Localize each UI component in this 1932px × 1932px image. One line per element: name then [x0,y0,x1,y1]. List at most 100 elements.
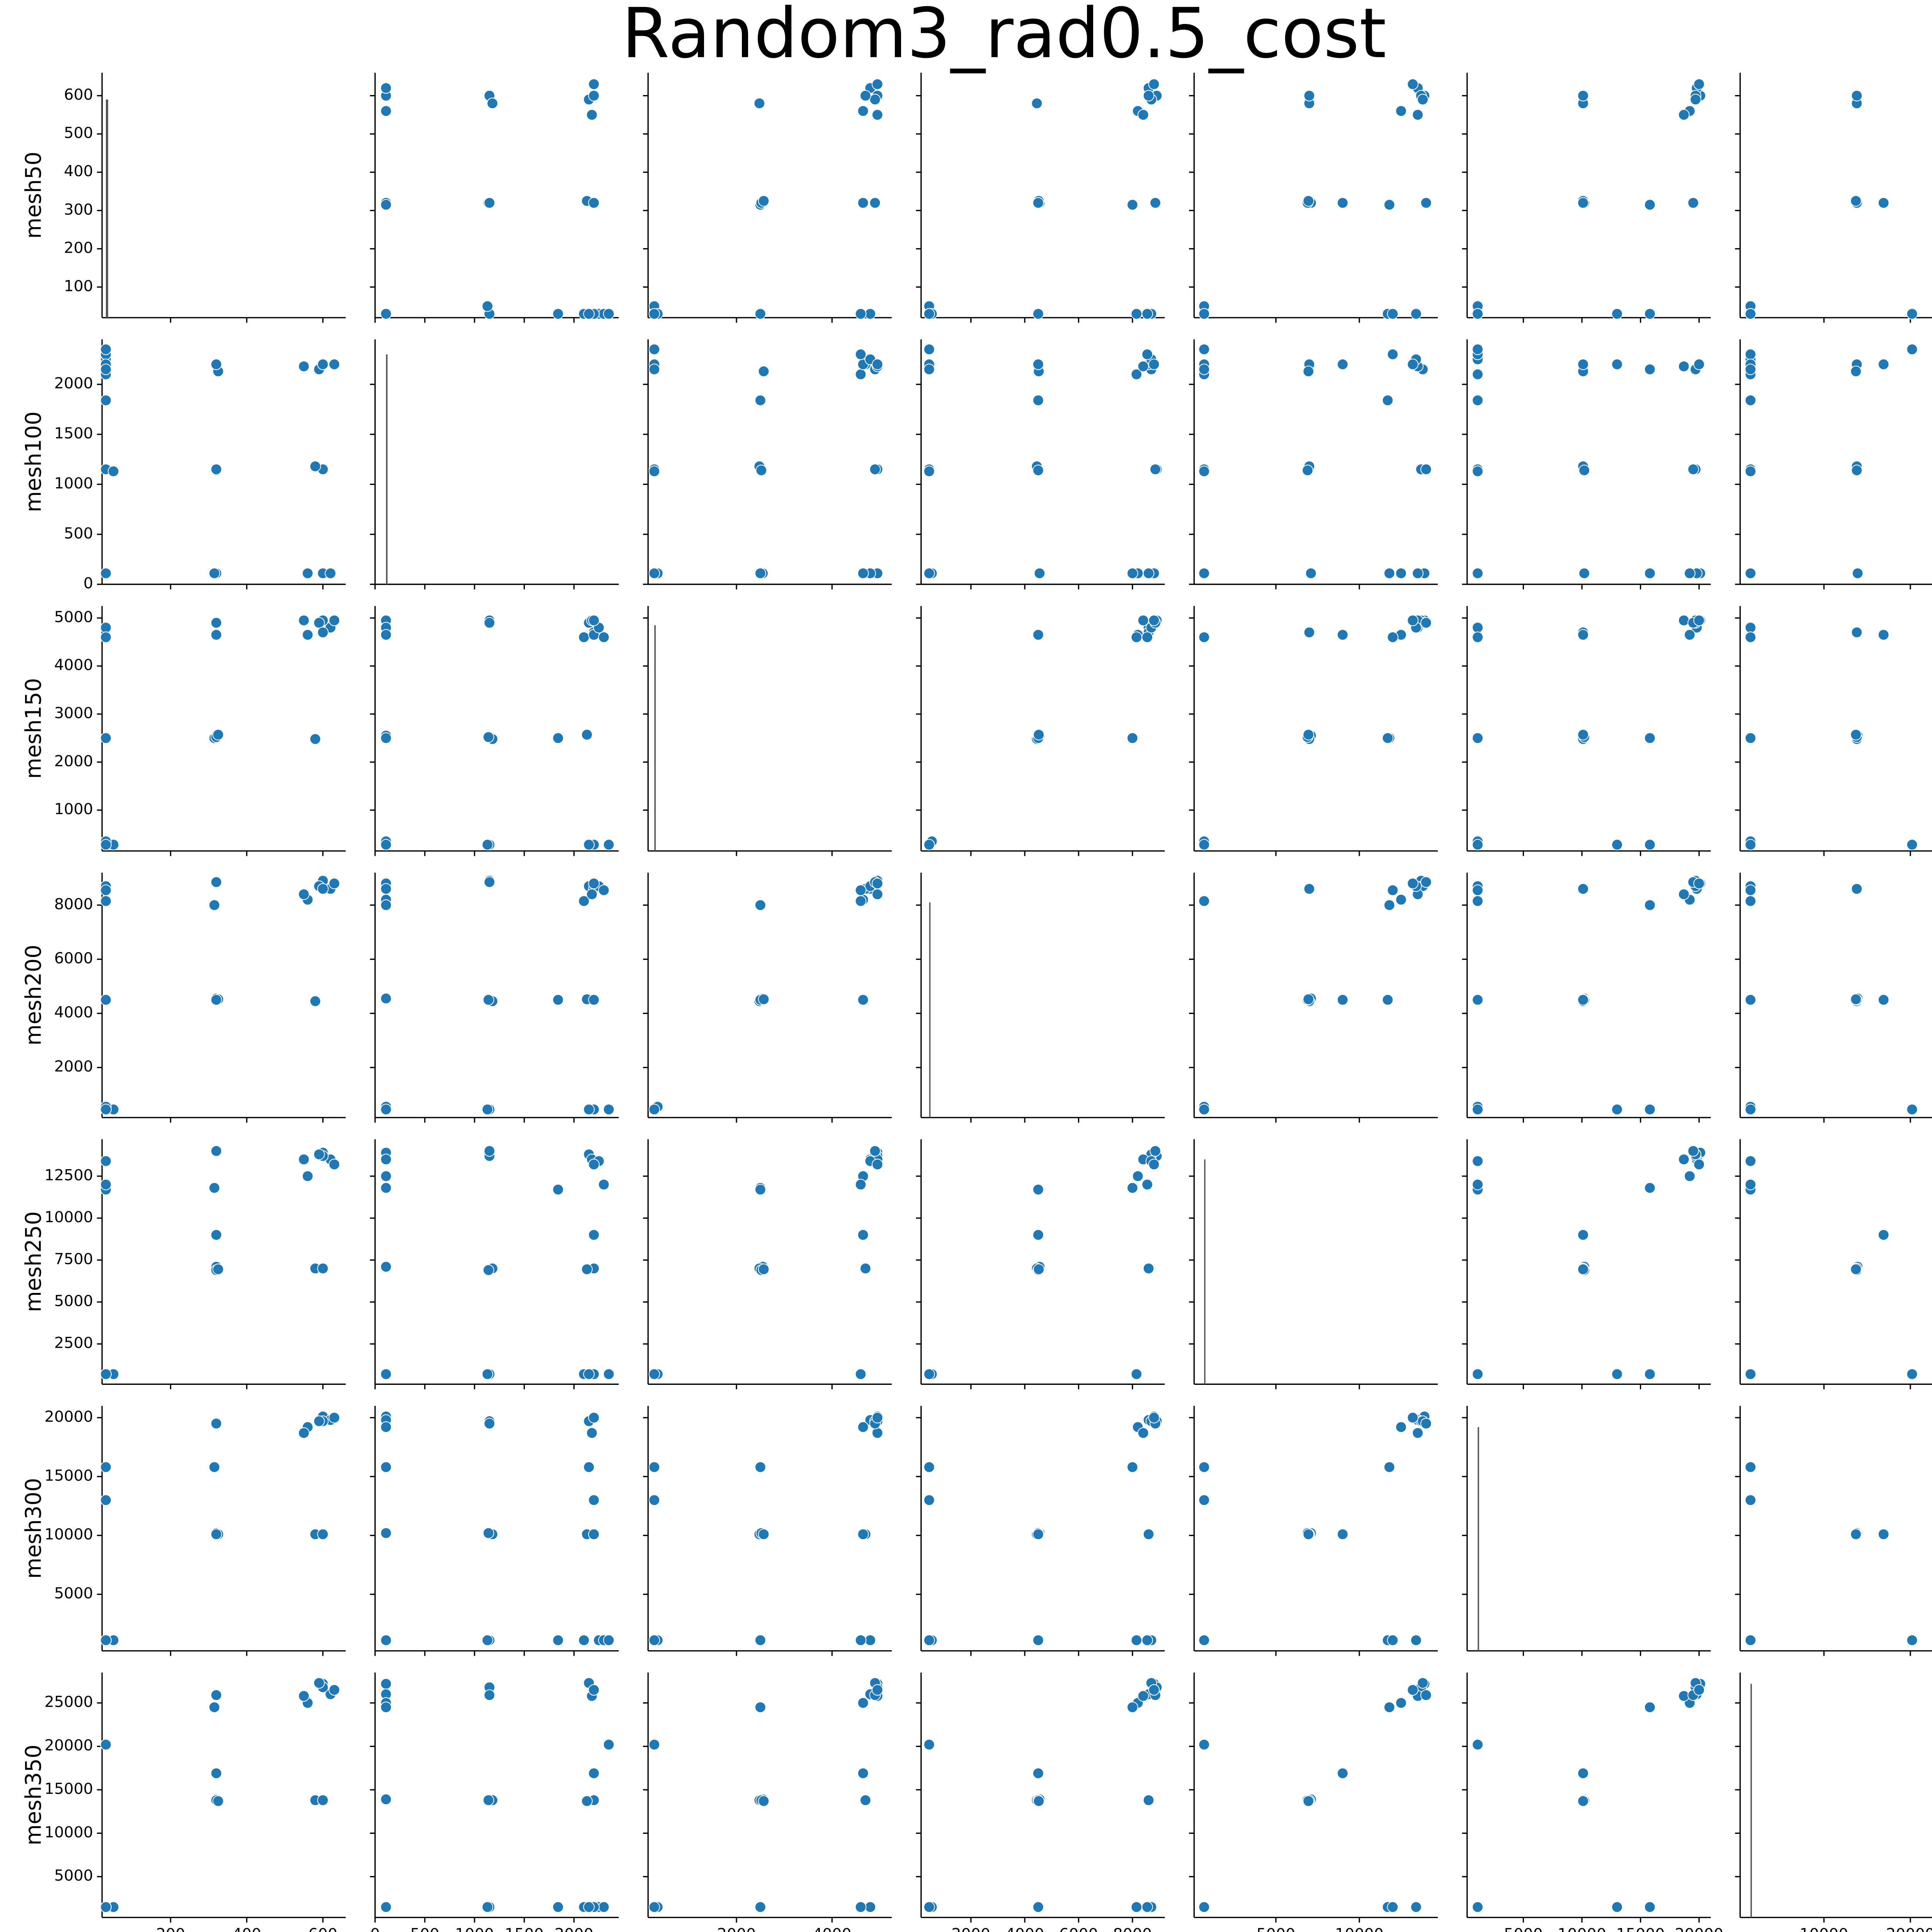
scatter-point [1198,308,1210,320]
scatter-point [1472,1104,1484,1116]
scatter-point [923,839,935,850]
scatter-point [1131,368,1143,380]
scatter-point [864,1901,876,1913]
scatter-point [210,1528,222,1540]
scatter-point [1382,994,1394,1006]
scatter-point [298,614,310,626]
x-tick-label: 10000 [1335,1925,1384,1932]
x-tick-label: 4000 [1005,1925,1044,1932]
scatter-point [1148,1684,1160,1696]
subplot [643,606,892,856]
scatter-point [1303,366,1315,377]
scatter-point [1472,895,1484,907]
scatter-point [1141,1179,1153,1190]
scatter-point [1395,567,1407,579]
subplot [1462,872,1711,1123]
scatter-point [1472,1155,1484,1167]
scatter-point [1850,993,1862,1005]
subplot [916,73,1165,323]
scatter-point [1141,1634,1153,1646]
scatter-point [1472,622,1484,634]
scatter-point [210,1689,222,1701]
subplot [1735,872,1932,1123]
y-axis-label: mesh50 [21,151,46,238]
scatter-point [380,1421,392,1433]
scatter-point [857,1528,869,1540]
scatter-point [1611,308,1623,320]
scatter-point [328,1412,340,1423]
scatter-point [1472,994,1484,1006]
scatter-point [855,1634,867,1646]
scatter-point [598,1179,610,1190]
scatter-point [100,895,112,907]
scatter-point [871,109,883,121]
scatter-point [380,1368,392,1380]
scatter-point [1906,839,1918,850]
y-tick-label: 100 [64,277,93,295]
scatter-point [1472,1739,1484,1750]
x-tick-label: 1000 [455,1925,494,1932]
scatter-point [869,1145,881,1157]
scatter-point [210,359,222,370]
subplot [916,872,1165,1123]
scatter-point [380,82,392,94]
scatter-point [1611,839,1623,850]
scatter-point [1906,1634,1918,1646]
scatter-point [1644,1104,1656,1116]
scatter-point [1198,465,1210,477]
scatter-point [313,1677,325,1689]
scatter-point [1143,90,1155,102]
scatter-point [923,465,935,477]
hist-bar [105,99,108,318]
x-tick-label: 200 [156,1925,185,1932]
scatter-point [871,878,883,889]
scatter-point [855,368,867,380]
y-tick-label: 1000 [54,800,93,818]
scatter-point [483,1418,495,1430]
scatter-point [648,344,660,355]
scatter-point [317,1794,329,1806]
scatter-point [1137,109,1149,121]
scatter-point [1032,1767,1044,1779]
subplot: 1000 2000 3000 4000 5000 mesh150 [21,606,346,856]
x-tick-label: 5000 [1504,1925,1543,1932]
scatter-point [588,1767,600,1779]
scatter-point [1198,1634,1210,1646]
scatter-point [1690,94,1701,105]
x-tick-label: 10000 [1799,1925,1848,1932]
scatter-point [1137,1427,1149,1439]
scatter-point [1745,465,1757,477]
scatter-point [328,1158,340,1170]
scatter-point [1382,732,1394,744]
scatter-point [871,1427,883,1439]
scatter-point [1878,994,1889,1006]
scatter-point [923,364,935,375]
y-tick-label: 1000 [54,474,93,492]
scatter-point [923,308,935,320]
scatter-point [1387,631,1399,643]
scatter-point [1472,1179,1484,1190]
scatter-point [871,1684,883,1696]
scatter-point [380,1153,392,1165]
scatter-point [1472,465,1484,477]
scatter-point [855,1901,867,1913]
scatter-point [859,1794,871,1806]
scatter-point [380,839,392,850]
scatter-point [1850,1528,1862,1540]
scatter-point [1141,308,1153,320]
scatter-point [1407,1412,1419,1423]
scatter-point [1420,617,1432,629]
scatter-point [1693,1684,1705,1696]
scatter-point [1693,614,1705,626]
scatter-point [100,395,112,406]
scatter-point [380,1170,392,1182]
y-tick-label: 500 [64,124,93,142]
scatter-point [298,361,310,372]
scatter-point [1383,1461,1395,1473]
scatter-point [1577,1795,1589,1807]
scatter-point [1906,1368,1918,1380]
scatter-point [588,197,600,209]
scatter-point [1850,729,1862,741]
